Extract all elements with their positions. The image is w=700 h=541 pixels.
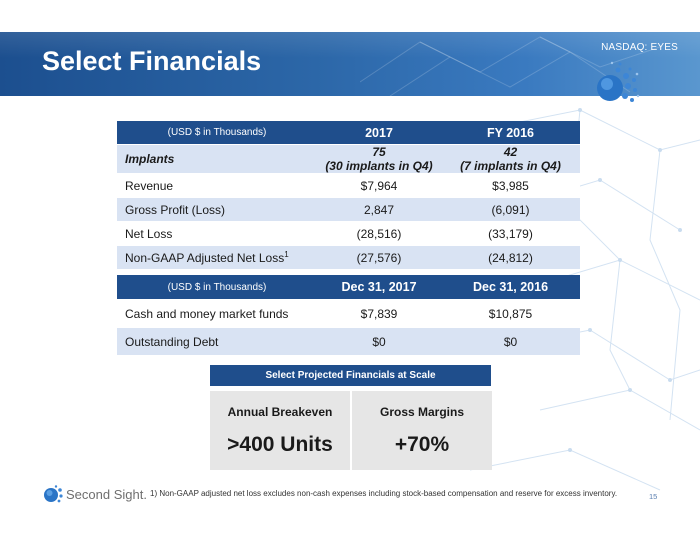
cell-2017: (27,576) (317, 245, 441, 270)
annual-breakeven-label: Annual Breakeven (227, 405, 333, 419)
cell-2016: (6,091) (441, 197, 580, 222)
row-label: Outstanding Debt (117, 327, 317, 356)
footnote: 1) Non-GAAP adjusted net loss excludes n… (150, 489, 618, 498)
table-row-revenue: Revenue $7,964 $3,985 (117, 173, 580, 198)
projected-financials-header: Select Projected Financials at Scale (210, 365, 491, 386)
dotted-sphere-logo-icon (597, 61, 640, 102)
column-header-fy2016: FY 2016 (441, 121, 580, 145)
column-header-units: (USD $ in Thousands) (117, 275, 317, 300)
ticker-label: NASDAQ: EYES (601, 42, 678, 53)
implants-2017-q4: (30 implants in Q4) (325, 159, 433, 173)
table-row-net-loss: Net Loss (28,516) (33,179) (117, 221, 580, 246)
cell-2017: $0 (317, 327, 441, 356)
cell-2017: $7,839 (317, 299, 441, 328)
implants-2017-value: 75 (372, 145, 386, 159)
page-title: Select Financials (42, 46, 262, 76)
row-label-text: Non-GAAP Adjusted Net Loss (125, 251, 285, 265)
column-header-2017: 2017 (317, 121, 441, 145)
gross-margins-box: Gross Margins +70% (352, 391, 492, 470)
cell-2016: $10,875 (441, 299, 580, 328)
annual-breakeven-value: >400 Units (227, 433, 333, 456)
page-number: 15 (649, 492, 658, 501)
second-sight-logo-icon (44, 485, 63, 503)
annual-breakeven-box: Annual Breakeven >400 Units (210, 391, 350, 470)
balance-table: (USD $ in Thousands) Dec 31, 2017 Dec 31… (117, 275, 580, 356)
table-row-gross-profit: Gross Profit (Loss) 2,847 (6,091) (117, 197, 580, 222)
gross-margins-value: +70% (394, 433, 450, 456)
implants-2016-value: 42 (503, 145, 518, 159)
cell-2016: (33,179) (441, 221, 580, 246)
gross-margins-label: Gross Margins (379, 405, 465, 419)
table-row-cash: Cash and money market funds $7,839 $10,8… (117, 299, 580, 328)
row-label: Revenue (117, 173, 317, 198)
row-label: Gross Profit (Loss) (117, 197, 317, 222)
footnote-marker: 1 (284, 250, 289, 259)
header-bar (0, 32, 700, 96)
table-header-row: (USD $ in Thousands) Dec 31, 2017 Dec 31… (117, 275, 580, 300)
table-row-implants: Implants 75 (30 implants in Q4) 42 (7 im… (117, 144, 580, 174)
column-header-units: (USD $ in Thousands) (117, 121, 317, 145)
row-label: Net Loss (117, 221, 317, 246)
implants-2016-q4: (7 implants in Q4) (460, 159, 561, 173)
financials-table: (USD $ in Thousands) 2017 FY 2016 Implan… (117, 121, 580, 270)
cell-2017: 2,847 (317, 197, 441, 222)
cell-2016: 42 (7 implants in Q4) (441, 144, 580, 174)
row-label: Implants (117, 144, 317, 174)
table-row-debt: Outstanding Debt $0 $0 (117, 327, 580, 356)
cell-2016: $0 (441, 327, 580, 356)
row-label: Cash and money market funds (117, 299, 317, 328)
table-row-non-gaap-net-loss: Non-GAAP Adjusted Net Loss1 (27,576) (24… (117, 245, 580, 270)
company-logo: Second Sight. (42, 484, 152, 506)
column-header-dec-2017: Dec 31, 2017 (317, 275, 441, 300)
table-header-row: (USD $ in Thousands) 2017 FY 2016 (117, 121, 580, 145)
cell-2016: $3,985 (441, 173, 580, 198)
cell-2016: (24,812) (441, 245, 580, 270)
column-header-dec-2016: Dec 31, 2016 (441, 275, 580, 300)
header-circuit-pattern (360, 36, 660, 96)
cell-2017: (28,516) (317, 221, 441, 246)
company-name: Second Sight. (66, 487, 147, 502)
cell-2017: $7,964 (317, 173, 441, 198)
cell-2017: 75 (30 implants in Q4) (317, 144, 441, 174)
row-label: Non-GAAP Adjusted Net Loss1 (117, 245, 317, 270)
